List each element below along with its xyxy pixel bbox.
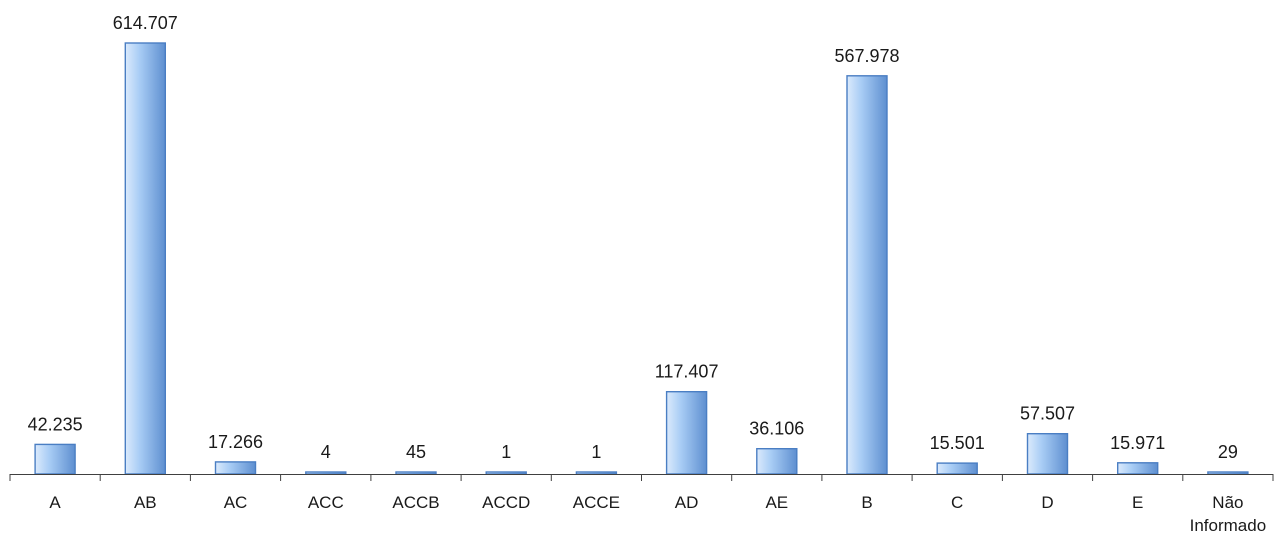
category-label-ae: AE	[765, 493, 788, 512]
bar-acce	[575, 471, 618, 475]
category-label-ad: AD	[675, 493, 699, 512]
category-label-acce: ACCE	[573, 493, 620, 512]
value-label-acce: 1	[591, 442, 601, 462]
category-label-a: A	[49, 493, 61, 512]
value-label-accb: 45	[406, 442, 426, 462]
value-labels-layer: 42.235 614.707 17.266 4 45 1 1 117.407 36.106 567…	[28, 13, 1238, 462]
bars-layer	[34, 42, 1249, 475]
value-label-ab: 614.707	[113, 13, 178, 33]
bar-e	[1116, 462, 1159, 475]
x-axis	[9, 474, 1274, 481]
bar-ac	[214, 461, 257, 475]
bar-nao-informado	[1207, 471, 1249, 475]
value-label-a: 42.235	[28, 414, 83, 434]
category-label-b: B	[861, 493, 872, 512]
bar-ab	[124, 42, 167, 475]
bar-b	[846, 75, 888, 475]
bar-accb	[395, 471, 437, 475]
bar-ad	[665, 391, 708, 475]
category-labels-layer: A AB AC ACC ACCB ACCD ACCE AD AE B C D E Não Informado	[49, 493, 1266, 535]
category-label-acc: ACC	[308, 493, 344, 512]
category-label-c: C	[951, 493, 963, 512]
value-label-e: 15.971	[1110, 433, 1165, 453]
value-label-c: 15.501	[930, 433, 985, 453]
bar-accd	[485, 471, 527, 475]
bar-ae	[756, 448, 798, 475]
value-label-nao-informado: 29	[1218, 442, 1238, 462]
category-label-accd: ACCD	[482, 493, 530, 512]
value-label-accd: 1	[501, 442, 511, 462]
category-label-ab: AB	[134, 493, 157, 512]
category-label-ac: AC	[224, 493, 248, 512]
value-label-ad: 117.407	[655, 362, 719, 382]
category-label-accb: ACCB	[392, 493, 439, 512]
value-label-ac: 17.266	[208, 432, 263, 452]
value-label-b: 567.978	[834, 46, 899, 66]
value-label-ae: 36.106	[749, 419, 804, 439]
bar-d	[1026, 433, 1069, 475]
value-label-d: 57.507	[1020, 404, 1075, 424]
bar-a	[34, 443, 76, 475]
bar-c	[936, 462, 978, 475]
bar-acc	[305, 471, 347, 475]
category-label-nao-informado: Não Informado	[1190, 493, 1267, 535]
category-label-d: D	[1041, 493, 1053, 512]
value-label-acc: 4	[321, 442, 331, 462]
category-label-e: E	[1132, 493, 1143, 512]
